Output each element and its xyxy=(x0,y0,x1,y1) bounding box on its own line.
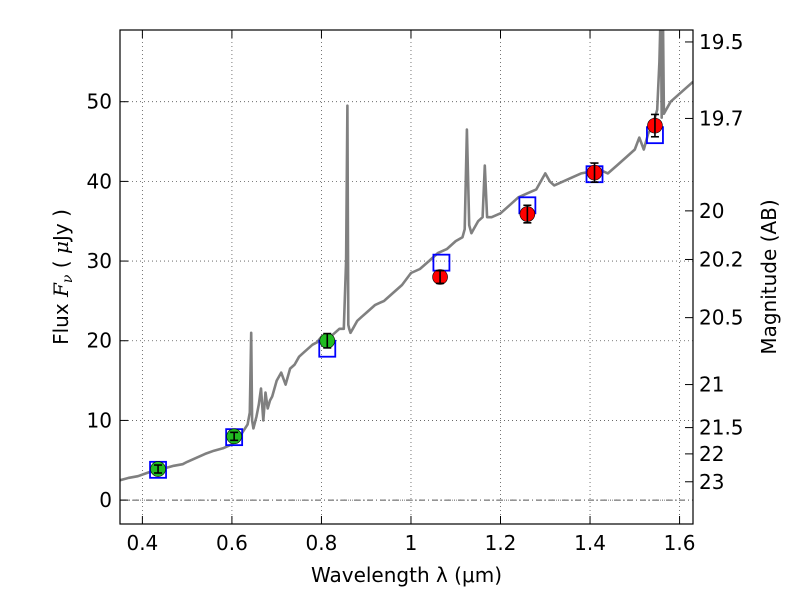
observed-points-layer xyxy=(150,113,663,477)
y-axis-title-part: Flux xyxy=(49,297,73,345)
y-axis-title-part: Jy ) xyxy=(49,209,73,243)
y-axis-title-mu: μ xyxy=(49,241,73,254)
right-tick-label: 20.5 xyxy=(699,306,744,330)
y-tick-label: 0 xyxy=(99,488,112,512)
right-tick-label: 20 xyxy=(699,199,724,223)
x-tick-label: 0.4 xyxy=(126,531,158,555)
x-tick-label: 1.2 xyxy=(485,531,517,555)
x-tick-label: 1.4 xyxy=(574,531,606,555)
plot-frame xyxy=(119,29,694,525)
y-tick-label: 40 xyxy=(87,169,112,193)
right-axis-title: Magnitude (AB) xyxy=(757,199,781,354)
y-axis-title: Flux Fν ( μJy ) xyxy=(49,209,76,345)
x-tick-label: 0.6 xyxy=(216,531,248,555)
right-tick-label: 19.5 xyxy=(699,30,744,54)
right-tick-label: 21.5 xyxy=(699,416,744,440)
y-axis-title-subscript: ν xyxy=(60,274,76,283)
x-tick-label: 0.8 xyxy=(306,531,338,555)
y-tick-label: 20 xyxy=(87,329,112,353)
x-tick-label: 1.6 xyxy=(664,531,696,555)
right-tick-label: 21 xyxy=(699,373,724,397)
x-tick-label: 1 xyxy=(405,531,418,555)
y-axis-title-symbol: F xyxy=(49,282,73,298)
y-tick-label: 30 xyxy=(87,249,112,273)
y-axis-title-part: ( xyxy=(49,254,73,275)
y-tick-label: 50 xyxy=(87,90,112,114)
y-tick-label: 10 xyxy=(87,408,112,432)
right-tick-label: 23 xyxy=(699,470,724,494)
right-tick-label: 22 xyxy=(699,442,724,466)
ticks: 0.4 0.6 0.8 1 1.2 1.4 1.6 0 10 20 30 40 50 19.5 19.7 20… xyxy=(87,30,744,555)
model-spectrum-line xyxy=(120,30,693,482)
right-tick-label: 20.2 xyxy=(699,247,744,271)
x-axis-title: Wavelength λ (μm) xyxy=(311,563,502,587)
right-tick-label: 19.7 xyxy=(699,106,744,130)
spectrum-layer xyxy=(120,30,693,482)
